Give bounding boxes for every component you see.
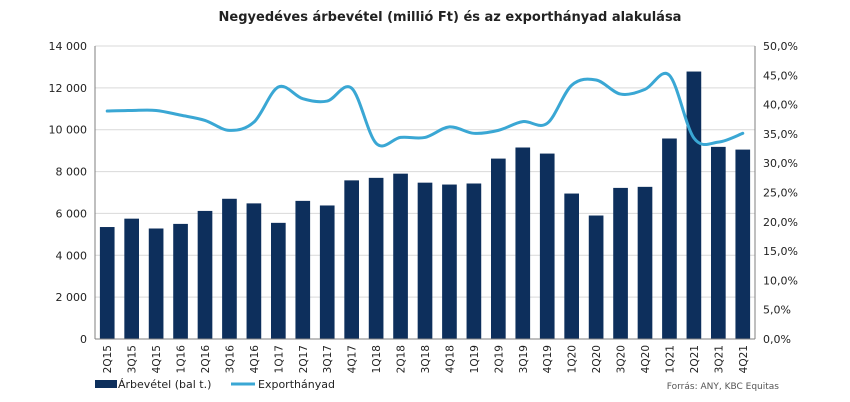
x-tick-label: 2Q21	[689, 345, 701, 373]
x-tick-label: 2Q15	[102, 345, 114, 373]
bar	[466, 183, 482, 339]
bar	[735, 149, 751, 339]
y-right-tick-label: 10,0%	[763, 274, 798, 287]
y-left-tick-label: 14 000	[49, 40, 88, 53]
bar	[246, 203, 262, 339]
bar	[222, 198, 237, 339]
y-left-tick-label: 4 000	[56, 249, 88, 262]
bar	[686, 71, 702, 339]
legend-label-revenue: Árbevétel (bal t.)	[118, 378, 211, 391]
x-tick-label: 3Q16	[224, 345, 236, 374]
x-tick-label: 1Q18	[371, 345, 383, 373]
y-right-tick-label: 20,0%	[763, 216, 798, 229]
bar	[564, 193, 579, 339]
legend-bar-swatch	[95, 380, 117, 388]
x-axis-ticks: 2Q15 3Q15 4Q15 1Q16 2Q16 3Q16 4Q16 1Q17 2Q17 3Q17…	[102, 345, 750, 374]
export-share-line	[105, 71, 745, 148]
axes	[94, 46, 756, 340]
x-tick-label: 3Q18	[420, 345, 432, 373]
y-left-tick-label: 12 000	[49, 82, 88, 95]
x-tick-label: 2Q17	[298, 345, 310, 373]
y-right-tick-label: 40,0%	[763, 99, 798, 112]
y-axis-right-ticks: 0,0% 5,0% 10,0% 15,0% 20,0% 25,0% 30,0% 35,0% 40…	[763, 40, 798, 346]
x-tick-label: 4Q15	[151, 345, 163, 373]
bar	[539, 153, 555, 339]
bar	[148, 228, 164, 339]
y-left-tick-label: 8 000	[56, 166, 88, 179]
source-note: Forrás: ANY, KBC Equitas	[667, 382, 780, 392]
legend-label-export-share: Exporthányad	[258, 378, 335, 391]
x-tick-label: 3Q15	[127, 345, 139, 373]
bar	[613, 187, 628, 339]
y-left-tick-label: 2 000	[56, 291, 88, 304]
bar	[124, 218, 139, 339]
bar	[637, 186, 653, 339]
line-series	[105, 71, 745, 148]
y-axis-left-ticks: 0 2 000 4 000 6 000 8 000 10 000 12 000 14 000	[49, 40, 88, 346]
x-tick-label: 2Q18	[396, 345, 408, 373]
bar	[344, 180, 359, 339]
x-tick-label: 1Q21	[664, 345, 676, 373]
x-tick-label: 2Q19	[493, 345, 505, 373]
bar	[588, 215, 604, 339]
x-tick-label: 1Q16	[176, 345, 188, 374]
x-tick-label: 2Q20	[591, 345, 603, 373]
bar	[662, 138, 677, 339]
bar-series	[99, 71, 751, 339]
bar	[515, 147, 531, 339]
y-left-tick-label: 10 000	[49, 124, 88, 137]
x-tick-label: 3Q17	[322, 345, 334, 373]
y-right-tick-label: 45,0%	[763, 69, 798, 82]
x-tick-label: 4Q21	[738, 345, 750, 373]
x-tick-label: 4Q20	[640, 345, 652, 373]
bar	[417, 182, 433, 339]
bar	[711, 146, 726, 339]
bar	[442, 184, 457, 339]
x-tick-label: 4Q19	[542, 345, 554, 373]
x-tick-label: 1Q20	[567, 345, 579, 373]
y-right-tick-label: 30,0%	[763, 157, 798, 170]
y-right-tick-label: 35,0%	[763, 128, 798, 141]
x-tick-label: 3Q21	[713, 345, 725, 373]
y-right-tick-label: 15,0%	[763, 245, 798, 258]
y-left-tick-label: 6 000	[56, 207, 88, 220]
x-tick-label: 3Q20	[616, 345, 628, 373]
bar	[295, 200, 311, 339]
bar	[271, 222, 286, 339]
bar	[197, 210, 213, 339]
y-right-tick-label: 0,0%	[763, 333, 791, 346]
x-tick-label: 4Q17	[347, 345, 359, 373]
bar	[368, 177, 384, 339]
x-tick-label: 4Q16	[249, 345, 261, 374]
x-tick-label: 2Q16	[200, 345, 212, 374]
x-tick-label: 1Q17	[273, 345, 285, 373]
x-tick-label: 3Q19	[518, 345, 530, 373]
y-left-tick-label: 0	[80, 333, 87, 346]
x-tick-label: 1Q19	[469, 345, 481, 373]
x-tick-label: 4Q18	[444, 345, 456, 373]
y-right-tick-label: 50,0%	[763, 40, 798, 53]
y-right-tick-label: 5,0%	[763, 304, 791, 317]
bar	[99, 227, 115, 339]
chart-title: Negyedéves árbevétel (millió Ft) és az e…	[219, 10, 682, 25]
bar	[393, 173, 408, 339]
bar	[319, 205, 335, 339]
bar	[491, 158, 506, 339]
y-right-tick-label: 25,0%	[763, 187, 798, 200]
legend: Árbevétel (bal t.) Exporthányad	[95, 378, 335, 391]
bar	[173, 223, 188, 339]
